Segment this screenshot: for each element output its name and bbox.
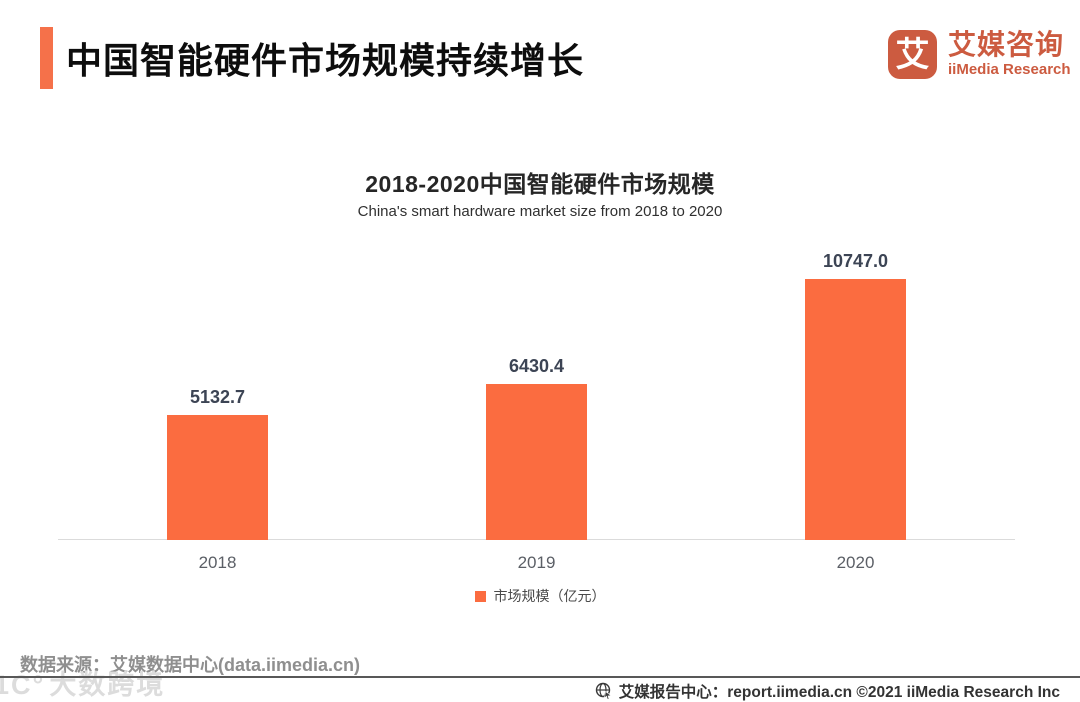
legend-label: 市场规模（亿元）	[493, 588, 606, 604]
iimedia-logo: 艾 艾媒咨询 iiMedia Research	[888, 29, 1071, 79]
watermark-logo: 1C°	[0, 670, 46, 700]
chart-subtitle: China's smart hardware market size from …	[357, 203, 723, 220]
globe-cursor-icon	[595, 682, 612, 700]
chart-title: 2018-2020中国智能硬件市场规模	[365, 171, 715, 197]
x-axis-tick-label-2018: 2018	[198, 553, 237, 572]
chart-legend: 市场规模（亿元）	[0, 586, 1080, 606]
x-axis-tick-label-2019: 2019	[517, 553, 556, 572]
footer-divider	[0, 676, 1080, 678]
watermark: 1C° 大数跨境	[0, 663, 165, 702]
x-axis-line	[58, 539, 1015, 540]
report-center-note: 艾媒报告中心：report.iimedia.cn ©2021 iiMedia R…	[595, 680, 1060, 702]
bar-2020	[805, 279, 906, 540]
report-center-text: 艾媒报告中心：report.iimedia.cn ©2021 iiMedia R…	[618, 684, 1060, 701]
bar-2018	[167, 415, 268, 540]
bar-value-label-2018: 5132.7	[189, 387, 246, 407]
page-title: 中国智能硬件市场规模持续增长	[66, 40, 585, 81]
watermark-text: 大数跨境	[49, 670, 166, 700]
bar-2019	[486, 384, 587, 540]
logo-name-en: iiMedia Research	[948, 60, 1071, 78]
bar-value-label-2019: 6430.4	[508, 356, 565, 376]
data-source-note: 数据来源：艾媒数据中心(data.iimedia.cn)	[20, 655, 361, 675]
logo-glyph: 艾	[895, 35, 930, 74]
iimedia-logo-icon: 艾	[888, 30, 937, 79]
logo-text: 艾媒咨询 iiMedia Research	[948, 29, 1071, 79]
legend-swatch	[474, 590, 486, 602]
x-axis-tick-label-2020: 2020	[836, 553, 875, 572]
title-accent-bar	[40, 27, 53, 89]
logo-name-cn: 艾媒咨询	[948, 29, 1065, 60]
bar-value-label-2020: 10747.0	[822, 251, 889, 271]
